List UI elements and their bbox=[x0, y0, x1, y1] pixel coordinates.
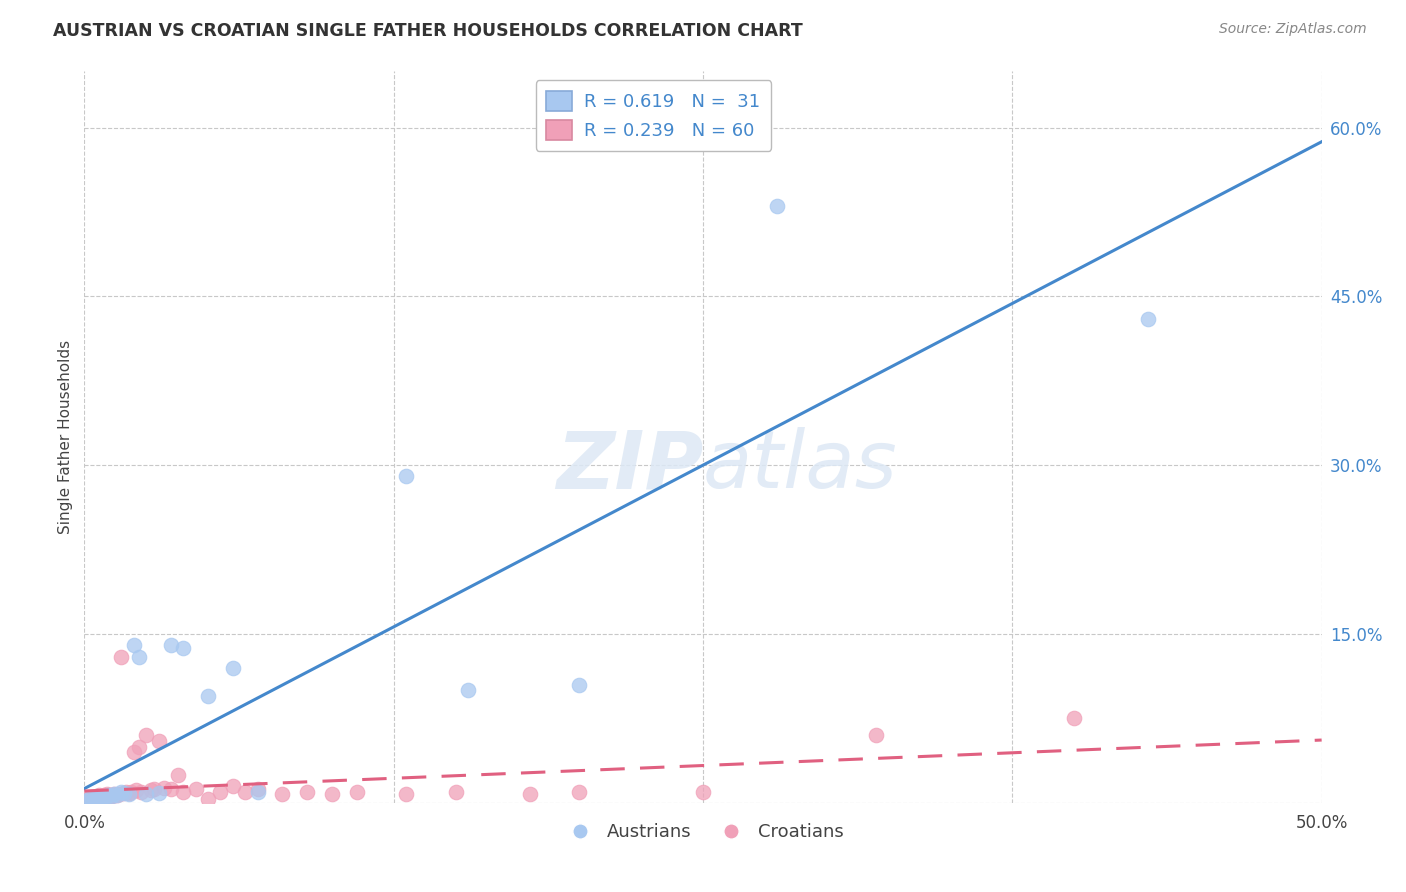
Point bbox=[222, 779, 245, 793]
Point bbox=[148, 786, 170, 800]
Point bbox=[79, 793, 101, 807]
Point bbox=[110, 649, 132, 664]
Point bbox=[79, 791, 101, 805]
Point bbox=[100, 789, 122, 803]
Point bbox=[103, 787, 125, 801]
Point bbox=[90, 791, 112, 805]
Point bbox=[93, 790, 115, 805]
Point bbox=[246, 782, 269, 797]
Point bbox=[766, 199, 789, 213]
Point bbox=[112, 786, 135, 800]
Point bbox=[86, 791, 108, 805]
Point bbox=[118, 787, 141, 801]
Point bbox=[444, 784, 467, 798]
Point bbox=[865, 728, 887, 742]
Point bbox=[98, 790, 121, 805]
Point bbox=[197, 689, 219, 703]
Point bbox=[86, 791, 108, 805]
Point bbox=[457, 683, 479, 698]
Point bbox=[80, 790, 103, 805]
Point bbox=[115, 784, 138, 798]
Point bbox=[321, 787, 343, 801]
Point bbox=[128, 739, 150, 754]
Point bbox=[80, 792, 103, 806]
Point bbox=[167, 767, 190, 781]
Point bbox=[160, 638, 183, 652]
Point bbox=[105, 788, 128, 802]
Point bbox=[160, 782, 183, 797]
Point bbox=[112, 786, 135, 800]
Point bbox=[142, 782, 165, 797]
Text: Source: ZipAtlas.com: Source: ZipAtlas.com bbox=[1219, 22, 1367, 37]
Point bbox=[346, 784, 368, 798]
Point bbox=[79, 792, 101, 806]
Point bbox=[184, 782, 207, 797]
Point bbox=[98, 788, 121, 802]
Point bbox=[105, 788, 128, 802]
Point bbox=[122, 638, 145, 652]
Point bbox=[93, 790, 115, 805]
Point bbox=[1137, 312, 1160, 326]
Point bbox=[233, 784, 256, 798]
Point bbox=[295, 784, 318, 798]
Point bbox=[90, 791, 112, 805]
Point bbox=[100, 789, 122, 803]
Point bbox=[568, 784, 591, 798]
Point bbox=[103, 787, 125, 801]
Point bbox=[89, 792, 111, 806]
Point bbox=[128, 649, 150, 664]
Y-axis label: Single Father Households: Single Father Households bbox=[58, 340, 73, 534]
Legend: Austrians, Croatians: Austrians, Croatians bbox=[554, 816, 852, 848]
Point bbox=[89, 788, 111, 802]
Point bbox=[125, 783, 148, 797]
Point bbox=[76, 792, 98, 806]
Point bbox=[108, 787, 131, 801]
Point bbox=[80, 791, 103, 805]
Point bbox=[395, 787, 418, 801]
Point bbox=[118, 786, 141, 800]
Point bbox=[83, 792, 105, 806]
Point bbox=[76, 793, 98, 807]
Point bbox=[80, 793, 103, 807]
Point bbox=[222, 661, 245, 675]
Text: atlas: atlas bbox=[703, 427, 898, 506]
Point bbox=[271, 787, 294, 801]
Point bbox=[246, 784, 269, 798]
Point bbox=[1063, 711, 1085, 725]
Point bbox=[135, 787, 157, 801]
Point bbox=[110, 784, 132, 798]
Point bbox=[135, 728, 157, 742]
Point bbox=[86, 789, 108, 803]
Point bbox=[86, 790, 108, 805]
Point bbox=[172, 784, 194, 798]
Point bbox=[172, 640, 194, 655]
Point bbox=[89, 790, 111, 805]
Point bbox=[395, 469, 418, 483]
Point bbox=[519, 787, 541, 801]
Point bbox=[120, 784, 142, 798]
Point bbox=[152, 781, 174, 796]
Point bbox=[76, 793, 98, 807]
Point bbox=[83, 790, 105, 805]
Point bbox=[568, 678, 591, 692]
Point bbox=[86, 790, 108, 805]
Text: AUSTRIAN VS CROATIAN SINGLE FATHER HOUSEHOLDS CORRELATION CHART: AUSTRIAN VS CROATIAN SINGLE FATHER HOUSE… bbox=[53, 22, 803, 40]
Point bbox=[96, 789, 118, 803]
Point bbox=[96, 789, 118, 803]
Point bbox=[148, 734, 170, 748]
Point bbox=[209, 784, 232, 798]
Point bbox=[83, 792, 105, 806]
Text: ZIP: ZIP bbox=[555, 427, 703, 506]
Point bbox=[141, 783, 163, 797]
Point bbox=[122, 745, 145, 759]
Point bbox=[129, 784, 152, 798]
Point bbox=[197, 792, 219, 806]
Point bbox=[90, 789, 112, 803]
Point bbox=[692, 784, 714, 798]
Point bbox=[93, 788, 115, 802]
Point bbox=[98, 788, 121, 802]
Point bbox=[96, 787, 118, 801]
